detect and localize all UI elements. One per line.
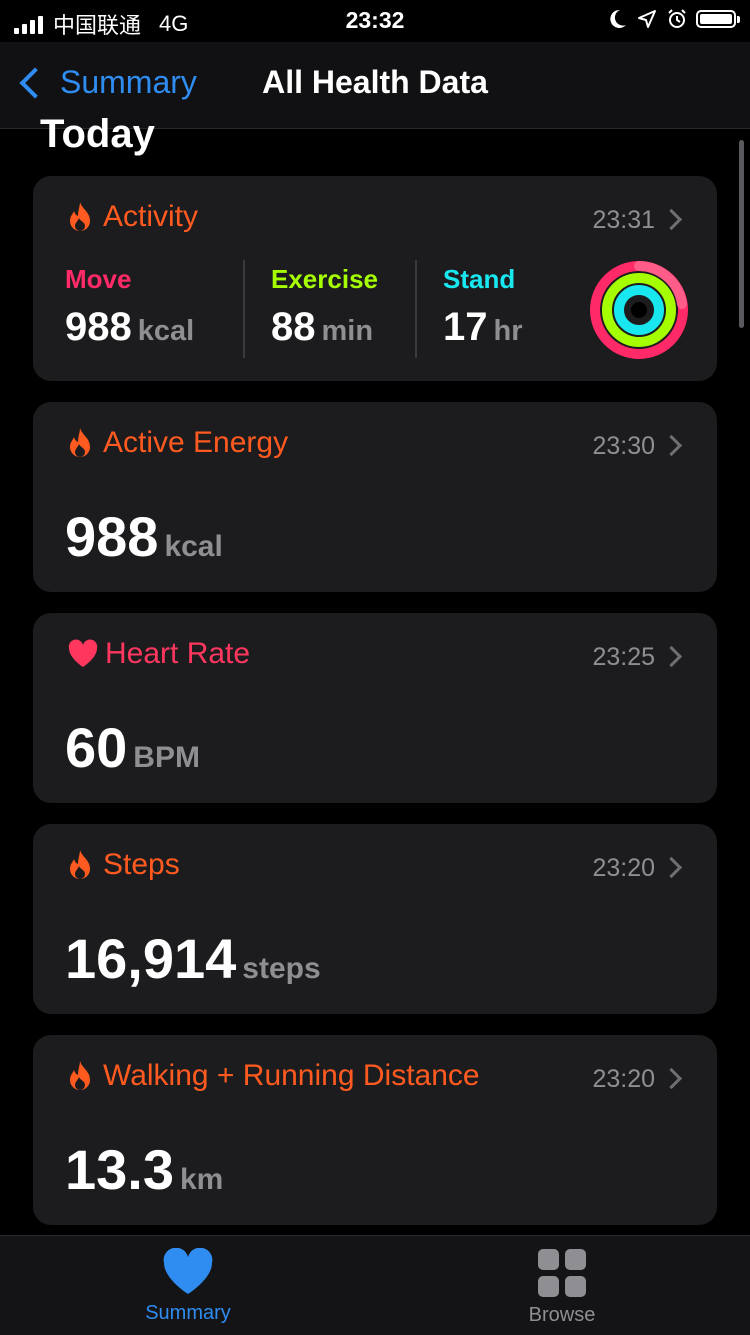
card-time: 23:25: [592, 643, 655, 671]
card-value: 13.3: [65, 1138, 174, 1201]
card-value: 16,914: [65, 927, 237, 990]
chevron-right-icon: [660, 856, 683, 879]
network-type: 4G: [159, 11, 189, 36]
carrier-name: 中国联通: [53, 13, 142, 38]
back-button-label: Summary: [60, 64, 197, 100]
walking-running-distance-card[interactable]: Walking + Running Distance 23:20 13.3 km: [33, 1035, 717, 1225]
stand-unit: hr: [493, 315, 523, 347]
moon-icon: [610, 9, 626, 28]
card-header: Heart Rate: [67, 637, 250, 671]
divider: [243, 260, 245, 358]
card-value: 60: [65, 716, 128, 779]
heart-icon: [68, 639, 98, 667]
signal-strength-icon: [14, 14, 43, 34]
tab-label: Browse: [528, 1304, 596, 1326]
card-time: 23:20: [592, 1065, 655, 1093]
tab-summary[interactable]: Summary: [88, 1247, 288, 1325]
card-title: Activity: [103, 200, 199, 233]
chevron-right-icon: [660, 645, 683, 668]
active-energy-card[interactable]: Active Energy 23:30 988 kcal: [33, 402, 717, 592]
card-title: Heart Rate: [105, 637, 251, 670]
exercise-value: 88: [271, 305, 316, 349]
flame-icon: [70, 428, 90, 457]
alarm-icon: [668, 9, 686, 28]
card-time: 23:20: [592, 854, 655, 882]
card-time: 23:30: [592, 432, 655, 460]
back-button[interactable]: Summary: [16, 64, 197, 101]
battery-icon: [696, 10, 740, 28]
navigation-bar: Summary All Health Data: [0, 42, 750, 129]
flame-icon: [70, 1061, 90, 1090]
card-value: 988: [65, 505, 159, 568]
card-value-row: 13.3 km: [65, 1137, 223, 1202]
heart-icon: [163, 1247, 213, 1294]
card-unit: BPM: [133, 741, 200, 774]
card-unit: kcal: [164, 530, 223, 563]
card-time: 23:31: [592, 206, 655, 234]
card-header: Steps: [67, 848, 180, 882]
card-header: Active Energy: [67, 426, 288, 460]
card-title: Active Energy: [103, 426, 289, 459]
divider: [415, 260, 417, 358]
card-title: Walking + Running Distance: [103, 1059, 480, 1092]
scrollbar[interactable]: [739, 140, 744, 328]
move-value: 988: [65, 305, 132, 349]
card-header: Walking + Running Distance: [67, 1059, 480, 1093]
card-value-row: 988 kcal: [65, 504, 223, 569]
chevron-right-icon: [660, 434, 683, 457]
status-time: 23:32: [345, 7, 405, 33]
location-arrow-icon: [638, 10, 656, 28]
grid-icon: [538, 1249, 586, 1297]
card-unit: steps: [242, 952, 321, 985]
exercise-unit: min: [321, 315, 374, 347]
card-value-row: 60 BPM: [65, 715, 200, 780]
chevron-right-icon: [660, 1067, 683, 1090]
exercise-metric: Exercise 88 min: [271, 264, 378, 350]
status-bar: 中国联通 4G 23:32: [0, 0, 750, 42]
tab-browse[interactable]: Browse: [462, 1248, 662, 1327]
stand-metric: Stand 17 hr: [443, 264, 523, 350]
section-title: Today: [40, 112, 155, 156]
card-unit: km: [180, 1163, 224, 1196]
tab-label: Summary: [145, 1302, 231, 1324]
activity-rings-icon: [590, 261, 688, 359]
activity-card[interactable]: Activity 23:31 Move 988 kcal Exercise 88 m…: [33, 176, 717, 381]
move-unit: kcal: [137, 315, 195, 347]
move-metric: Move 988 kcal: [65, 264, 194, 350]
card-value-row: 16,914 steps: [65, 926, 321, 991]
page-title: All Health Data: [262, 64, 488, 100]
stand-label: Stand: [443, 264, 516, 294]
chevron-right-icon: [660, 208, 683, 231]
flame-icon: [70, 202, 90, 231]
status-right: [606, 8, 740, 30]
card-header: Activity: [67, 200, 198, 234]
flame-icon: [70, 850, 90, 879]
stand-value: 17: [443, 305, 488, 349]
status-left: 中国联通 4G: [14, 8, 188, 40]
heart-rate-card[interactable]: Heart Rate 23:25 60 BPM: [33, 613, 717, 803]
exercise-label: Exercise: [271, 264, 378, 294]
steps-card[interactable]: Steps 23:20 16,914 steps: [33, 824, 717, 1014]
card-title: Steps: [103, 848, 180, 881]
move-label: Move: [65, 264, 132, 294]
tab-bar: Summary Browse: [0, 1235, 750, 1335]
